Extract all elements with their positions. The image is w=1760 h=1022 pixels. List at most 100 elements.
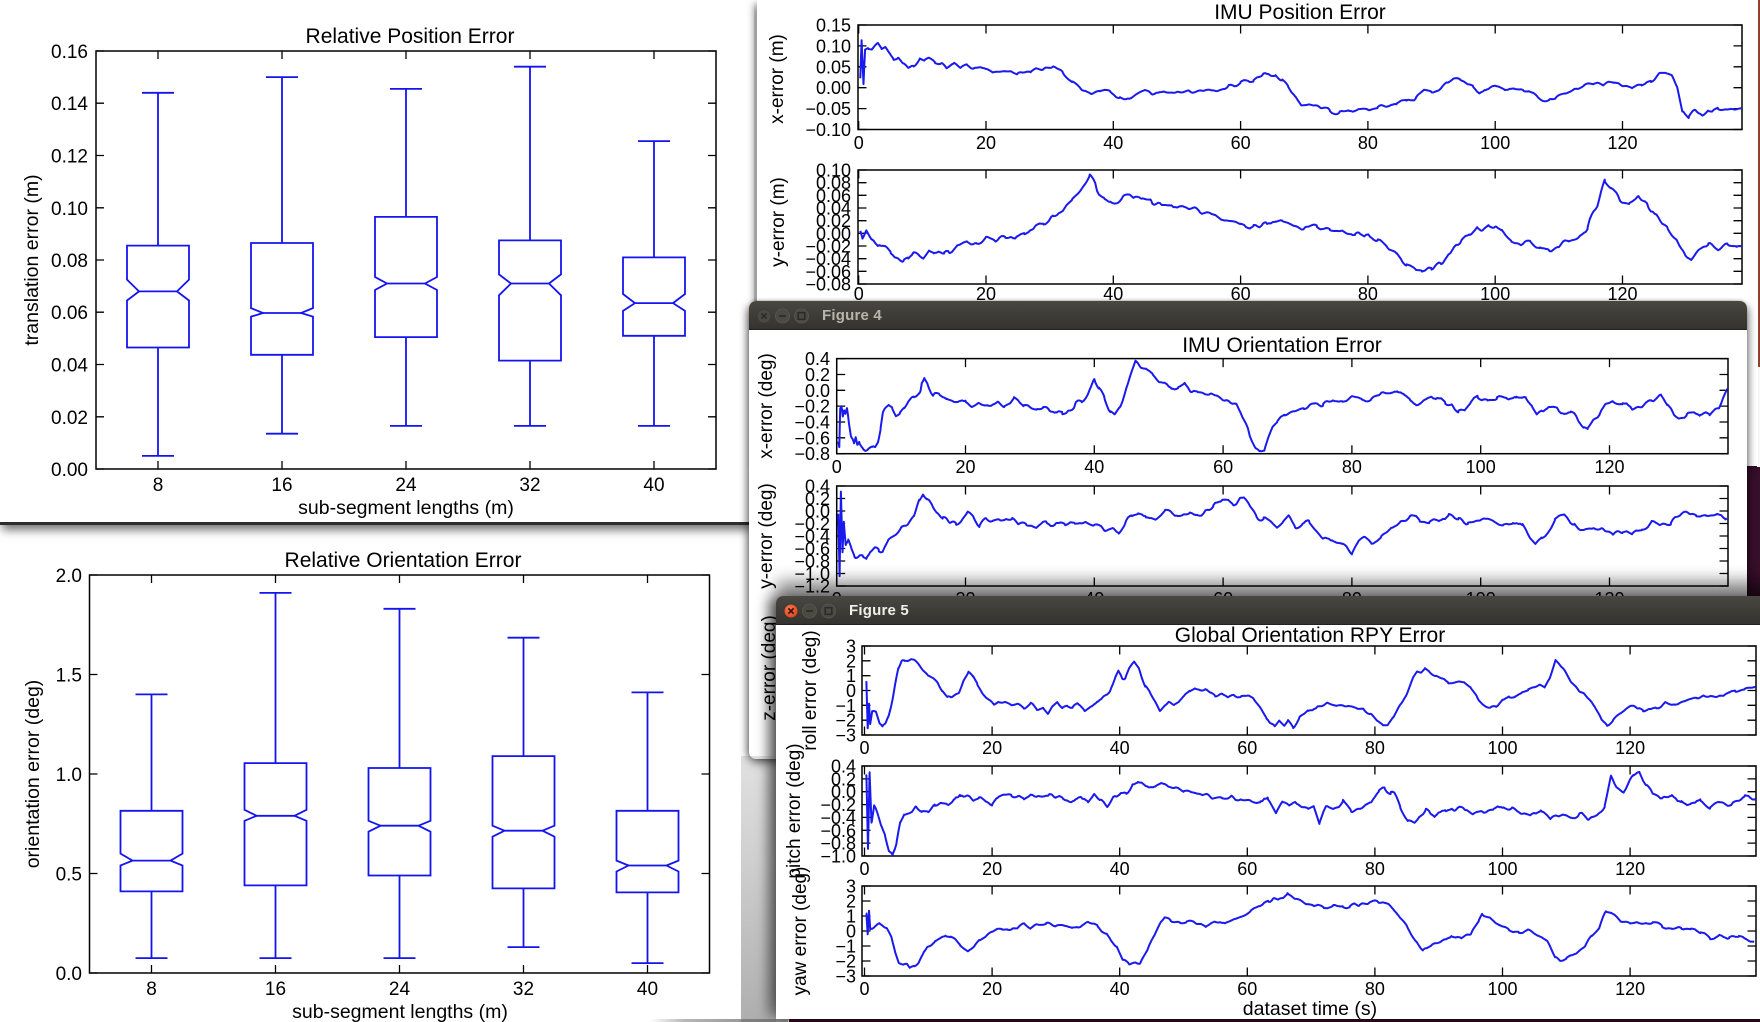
svg-text:20: 20 <box>955 457 975 477</box>
svg-text:1.5: 1.5 <box>56 666 82 687</box>
svg-text:0.4: 0.4 <box>805 349 830 369</box>
svg-text:−0.4: −0.4 <box>794 527 830 547</box>
svg-text:8: 8 <box>146 979 157 1000</box>
svg-text:−0.4: −0.4 <box>794 413 830 433</box>
svg-text:100: 100 <box>1480 133 1510 153</box>
svg-text:0.2: 0.2 <box>805 489 830 509</box>
svg-text:−3: −3 <box>835 726 856 746</box>
svg-text:40: 40 <box>1084 457 1104 477</box>
svg-text:80: 80 <box>1365 979 1385 999</box>
svg-text:0.08: 0.08 <box>51 251 88 272</box>
svg-text:0: 0 <box>859 979 869 999</box>
svg-text:2: 2 <box>846 651 856 671</box>
svg-text:−0.10: −0.10 <box>805 120 851 140</box>
svg-text:y-error (deg): y-error (deg) <box>756 483 777 589</box>
svg-text:40: 40 <box>1103 133 1123 153</box>
svg-text:−1.0: −1.0 <box>794 564 830 584</box>
svg-text:40: 40 <box>1110 859 1130 879</box>
svg-text:0.04: 0.04 <box>51 356 88 377</box>
svg-text:0.12: 0.12 <box>51 147 88 168</box>
svg-text:40: 40 <box>643 475 664 496</box>
svg-text:−0.2: −0.2 <box>820 795 856 815</box>
svg-text:0.05: 0.05 <box>816 57 851 77</box>
svg-text:−1: −1 <box>835 937 856 957</box>
svg-text:Global Orientation RPY Error: Global Orientation RPY Error <box>1175 625 1445 647</box>
svg-text:120: 120 <box>1607 133 1637 153</box>
svg-text:−2: −2 <box>835 952 856 972</box>
svg-text:Relative Orientation Error: Relative Orientation Error <box>285 549 522 572</box>
svg-text:0: 0 <box>846 922 856 942</box>
svg-text:0: 0 <box>859 859 869 879</box>
svg-text:0.5: 0.5 <box>56 865 82 886</box>
svg-text:100: 100 <box>1487 979 1517 999</box>
svg-text:translation error (m): translation error (m) <box>21 174 43 345</box>
svg-text:0: 0 <box>854 133 864 153</box>
svg-text:60: 60 <box>1231 133 1251 153</box>
svg-text:−1.0: −1.0 <box>820 847 856 867</box>
svg-text:100: 100 <box>1466 457 1496 477</box>
svg-text:1.0: 1.0 <box>56 765 82 786</box>
svg-text:0.08: 0.08 <box>816 173 851 193</box>
svg-text:0.0: 0.0 <box>56 964 82 985</box>
svg-text:0: 0 <box>859 738 869 758</box>
svg-text:−0.6: −0.6 <box>794 428 830 448</box>
svg-text:0.14: 0.14 <box>51 94 88 115</box>
svg-text:0.00: 0.00 <box>816 78 851 98</box>
svg-text:−0.05: −0.05 <box>805 99 851 119</box>
svg-text:−0.8: −0.8 <box>794 444 830 464</box>
svg-text:80: 80 <box>1358 133 1378 153</box>
svg-text:Relative Position Error: Relative Position Error <box>306 25 515 48</box>
svg-text:2.0: 2.0 <box>56 566 82 587</box>
svg-text:x-error (deg): x-error (deg) <box>756 353 777 459</box>
svg-text:−0.8: −0.8 <box>794 552 830 572</box>
svg-text:0.00: 0.00 <box>816 224 851 244</box>
svg-text:−0.6: −0.6 <box>794 539 830 559</box>
svg-text:32: 32 <box>519 475 540 496</box>
svg-text:0.2: 0.2 <box>805 365 830 385</box>
svg-text:0.4: 0.4 <box>831 757 856 777</box>
svg-text:20: 20 <box>982 979 1002 999</box>
svg-text:40: 40 <box>1110 738 1130 758</box>
svg-text:32: 32 <box>513 979 534 1000</box>
svg-text:60: 60 <box>1237 738 1257 758</box>
svg-text:0: 0 <box>846 681 856 701</box>
svg-text:z-error (deg): z-error (deg) <box>759 615 780 721</box>
svg-text:100: 100 <box>1480 284 1510 304</box>
svg-text:sub-segment lengths (m): sub-segment lengths (m) <box>292 1001 508 1022</box>
svg-text:IMU Position Error: IMU Position Error <box>1214 1 1386 24</box>
svg-text:3: 3 <box>846 877 856 897</box>
svg-text:1: 1 <box>846 666 856 686</box>
svg-text:roll error (deg): roll error (deg) <box>800 630 821 750</box>
svg-text:80: 80 <box>1365 738 1385 758</box>
svg-text:yaw error (deg): yaw error (deg) <box>790 867 811 996</box>
svg-text:−0.6: −0.6 <box>820 821 856 841</box>
svg-text:0.10: 0.10 <box>51 199 88 220</box>
svg-text:−0.02: −0.02 <box>805 237 851 257</box>
svg-text:−0.2: −0.2 <box>794 397 830 417</box>
svg-text:120: 120 <box>1615 738 1645 758</box>
svg-text:3: 3 <box>846 637 856 657</box>
svg-text:20: 20 <box>976 284 996 304</box>
svg-text:0.15: 0.15 <box>816 16 851 36</box>
svg-text:0.00: 0.00 <box>51 460 88 481</box>
svg-text:60: 60 <box>1237 859 1257 879</box>
svg-text:−0.8: −0.8 <box>820 834 856 854</box>
svg-text:2: 2 <box>846 892 856 912</box>
svg-text:−0.4: −0.4 <box>820 808 856 828</box>
svg-text:0.10: 0.10 <box>816 161 851 181</box>
svg-text:0.16: 0.16 <box>51 42 88 63</box>
svg-text:16: 16 <box>265 979 286 1000</box>
svg-text:8: 8 <box>153 475 164 496</box>
svg-text:0.02: 0.02 <box>51 408 88 429</box>
svg-text:0.10: 0.10 <box>816 36 851 56</box>
svg-text:100: 100 <box>1487 859 1517 879</box>
svg-text:120: 120 <box>1594 457 1624 477</box>
svg-text:16: 16 <box>271 475 292 496</box>
svg-text:−0.08: −0.08 <box>805 275 851 295</box>
svg-text:dataset time (s): dataset time (s) <box>1243 998 1377 1019</box>
svg-text:y-error (m): y-error (m) <box>768 177 789 267</box>
svg-text:60: 60 <box>1213 457 1233 477</box>
svg-text:−1.2: −1.2 <box>794 577 830 597</box>
svg-text:0.2: 0.2 <box>831 769 856 789</box>
svg-text:orientation error (deg): orientation error (deg) <box>22 680 44 869</box>
